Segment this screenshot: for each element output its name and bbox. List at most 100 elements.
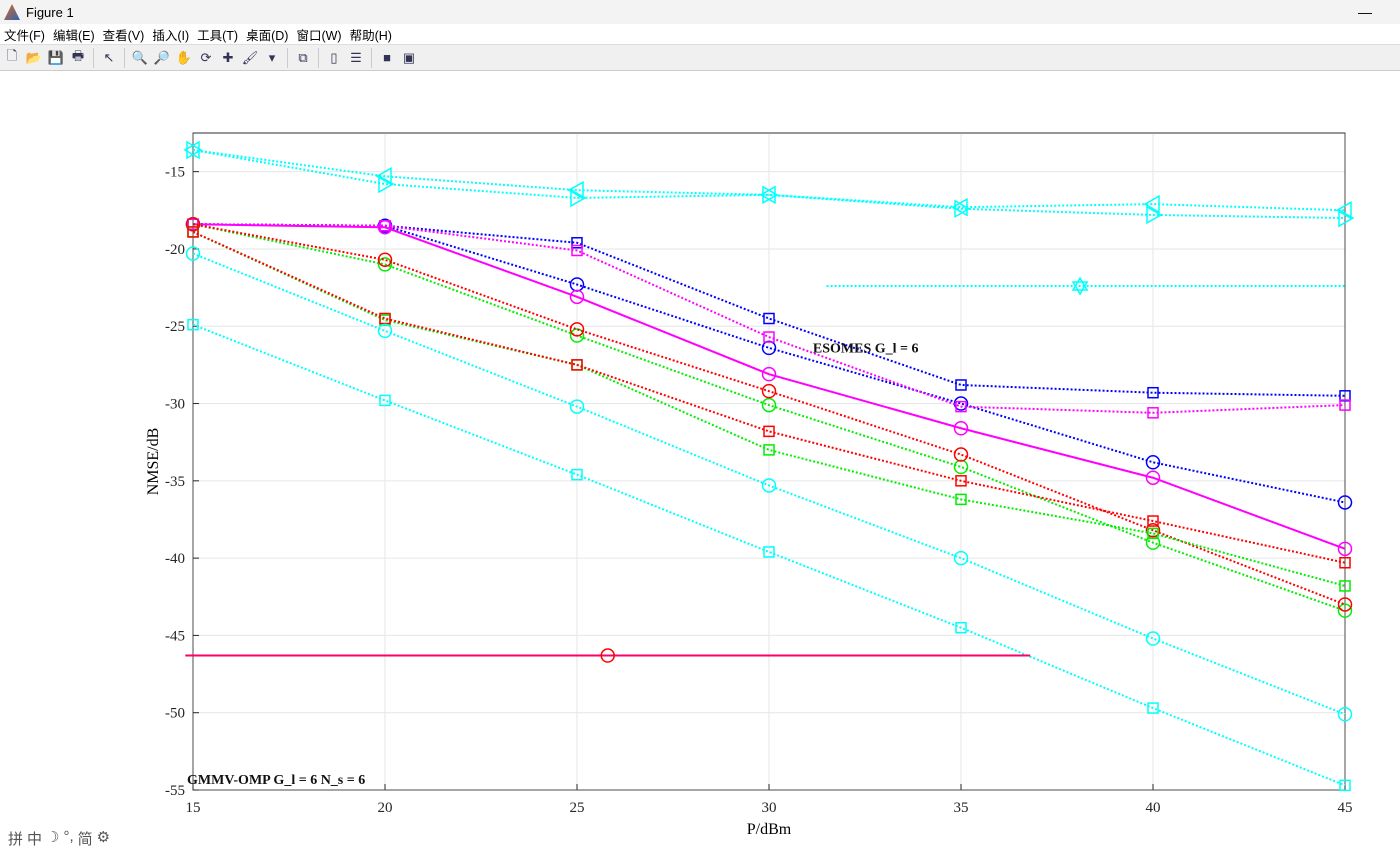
data-point-green-circle	[377, 257, 393, 272]
matlab-logo-icon	[4, 4, 20, 20]
y-tick-label: -30	[165, 397, 185, 413]
data-point-cyan-circle	[377, 323, 393, 339]
menu-item-7[interactable]: 帮助(H)	[349, 28, 392, 43]
data-point-cyan-triangle-right	[378, 174, 395, 194]
data-point-red-square	[379, 312, 391, 325]
menu-item-2[interactable]: 查看(V)	[102, 28, 145, 43]
data-point-green-square-square	[1147, 527, 1159, 540]
open-icon[interactable]: 📂	[25, 49, 43, 65]
toolbar-separator	[318, 47, 319, 68]
data-point-cyan-circle	[1337, 707, 1353, 722]
ime-button-1[interactable]: 中	[27, 831, 43, 848]
data-point-blue-square	[1147, 386, 1159, 399]
data-cursor-icon[interactable]: ✚	[222, 49, 234, 65]
data-point-cyan-square-square	[1147, 702, 1159, 714]
data-point-cyan-square-square	[763, 546, 775, 558]
save-icon[interactable]: 💾	[47, 49, 65, 65]
data-point-magenta-square-square	[571, 244, 583, 257]
data-point-cyan-triangle-left-triangle	[1143, 194, 1160, 214]
data-point-red-circle	[569, 322, 585, 337]
data-point-magenta-square	[763, 331, 775, 343]
data-point-cyan-triangle-left	[183, 140, 200, 160]
plot-border	[192, 132, 1346, 791]
print-icon[interactable]: 🖶	[71, 47, 85, 63]
menu-bar: 文件(F) 编辑(E) 查看(V) 插入(I) 工具(T) 桌面(D) 窗口(W) 帮助(H)	[0, 24, 1400, 44]
new-figure-icon[interactable]: 🗋	[6, 47, 18, 63]
series-line-red-circle	[192, 223, 1346, 606]
data-point-red-square	[955, 475, 967, 487]
show-plot-tools-icon[interactable]: ▣	[402, 49, 416, 65]
menu-item-5[interactable]: 桌面(D)	[246, 28, 289, 43]
data-point-magenta-circle	[1337, 541, 1353, 557]
data-point-magenta-circle	[953, 421, 969, 436]
data-point-cyan-circle	[1145, 631, 1161, 646]
ime-button-5[interactable]: ⚙	[96, 829, 111, 846]
data-point-cyan-square	[1339, 779, 1351, 792]
window-title: Figure 1	[26, 4, 74, 20]
data-point-cyan-circle-circle	[377, 323, 393, 339]
data-point-magenta-square	[1147, 407, 1159, 419]
figure-canvas: 15 20 25 30 35 40 45 -15 -20 -25 -30 -35 -40 -45 -50 -5…	[145, 132, 1355, 838]
y-tick-label: -15	[165, 165, 185, 181]
pan-icon[interactable]: ✋	[175, 49, 193, 65]
series-line-cyan-square	[192, 323, 1346, 787]
hide-plot-tools-icon[interactable]: ■	[383, 50, 391, 65]
cyan-hexagram-line-marker	[1071, 276, 1089, 296]
data-point-magenta-circle	[569, 289, 585, 305]
menu-item-3[interactable]: 插入(I)	[152, 28, 190, 43]
data-point-magenta-circle-circle	[761, 366, 777, 382]
data-point-red-circle-circle	[1337, 597, 1353, 612]
data-point-cyan-triangle-right-triangle	[570, 188, 587, 208]
data-point-cyan-circle	[953, 550, 969, 566]
menu-item-4[interactable]: 工具(T)	[197, 28, 239, 43]
ime-button-0[interactable]: 拼	[8, 831, 24, 848]
data-point-red-square	[1147, 515, 1159, 527]
colorbar-icon[interactable]: ▯	[330, 49, 338, 65]
data-point-red-circle-circle	[953, 447, 969, 462]
brush-dropdown-icon[interactable]: ▾	[268, 49, 276, 65]
toolbar-separator	[124, 47, 125, 68]
select-arrow-icon[interactable]: ↖	[103, 49, 115, 65]
legend-icon[interactable]: ☰	[350, 49, 362, 65]
data-point-cyan-triangle-left	[567, 180, 584, 200]
y-tick-label: -25	[165, 319, 185, 335]
zoom-in-icon[interactable]: 🔍	[131, 49, 149, 65]
data-point-cyan-square	[955, 621, 967, 634]
data-point-green-circle	[569, 328, 585, 343]
y-tick-label: -40	[165, 551, 185, 567]
data-point-green-square	[1339, 580, 1351, 592]
ime-button-2[interactable]: ☽	[46, 829, 60, 846]
data-point-red-square	[571, 359, 583, 371]
data-point-red-square	[1339, 557, 1351, 569]
menu-item-0[interactable]: 文件(F)	[4, 28, 45, 43]
ime-button-3[interactable]: °,	[63, 828, 74, 845]
zoom-out-icon[interactable]: 🔎	[153, 49, 171, 65]
menu-item-1[interactable]: 编辑(E)	[52, 28, 95, 43]
link-plot-icon[interactable]: ⧉	[298, 49, 308, 65]
data-point-magenta-square-square	[955, 400, 967, 413]
x-axis-label: P/dBm	[747, 821, 792, 838]
cyan-hexagram-line-marker-star	[1071, 276, 1089, 291]
data-point-red-square-square	[379, 312, 391, 325]
data-point-cyan-square-square	[571, 468, 583, 481]
cyan-hexagram-line-marker-star	[1071, 281, 1089, 296]
x-tick-label: 15	[186, 800, 201, 816]
data-point-magenta-circle	[377, 220, 393, 235]
data-point-red-circle-circle	[377, 252, 393, 268]
toolbar-separator	[287, 47, 288, 68]
minimize-button[interactable]: —	[1358, 4, 1372, 20]
menu-item-6[interactable]: 窗口(W)	[296, 28, 342, 43]
brush-icon[interactable]: 🖌	[241, 49, 259, 65]
data-point-cyan-triangle-left-triangle	[567, 180, 584, 200]
rotate-3d-icon[interactable]: ⟳	[200, 49, 212, 65]
ime-button-4[interactable]: 简	[77, 831, 93, 848]
y-tick-label: -20	[165, 242, 185, 258]
data-point-green-square	[763, 444, 775, 456]
red-magenta-line-marker	[600, 648, 615, 663]
data-point-blue-circle	[1337, 495, 1353, 510]
data-point-green-square	[955, 493, 967, 506]
data-point-red-circle-circle	[569, 322, 585, 337]
data-point-blue-square	[571, 237, 583, 249]
data-point-cyan-circle	[761, 478, 777, 493]
data-point-cyan-square	[379, 394, 391, 407]
